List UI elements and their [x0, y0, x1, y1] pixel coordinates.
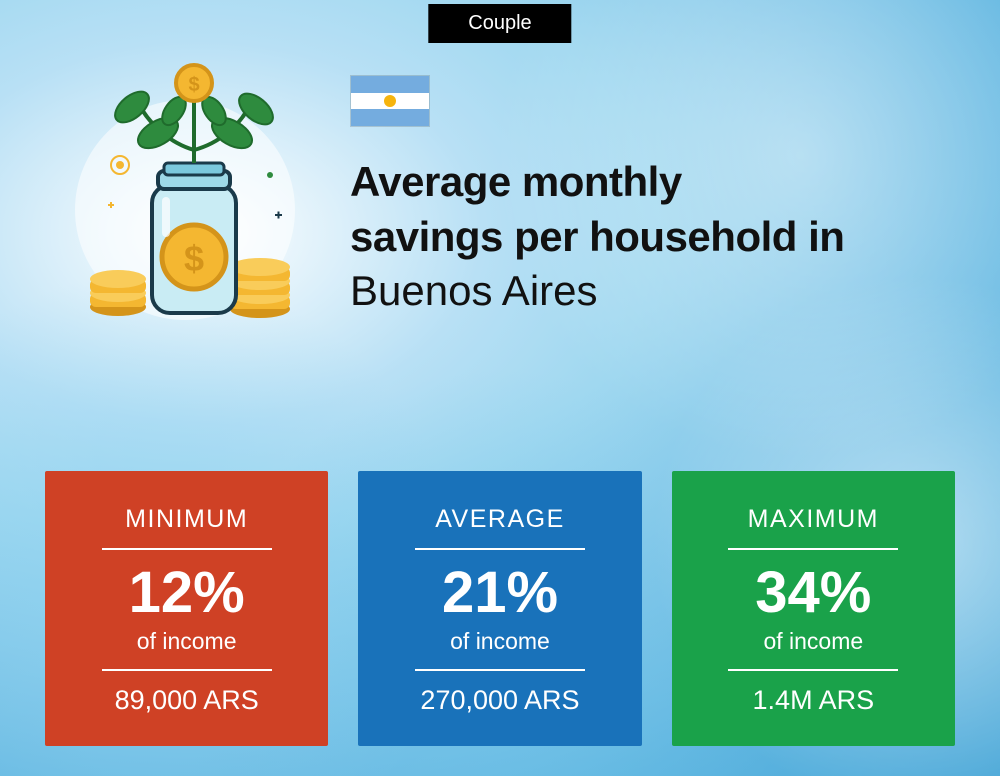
savings-illustration: $ $: [60, 55, 310, 325]
card-label: MAXIMUM: [702, 505, 925, 534]
card-label: AVERAGE: [388, 505, 611, 534]
divider: [102, 548, 272, 550]
divider: [415, 548, 585, 550]
card-percent: 21%: [388, 564, 611, 622]
card-amount: 1.4M ARS: [702, 685, 925, 716]
page-title: Average monthly savings per household in…: [350, 155, 960, 319]
coin-stack-left: [90, 270, 146, 316]
card-label: MINIMUM: [75, 505, 298, 534]
hero-section: $ $: [60, 55, 960, 325]
divider: [102, 669, 272, 671]
svg-text:$: $: [188, 74, 199, 96]
stat-cards-row: MINIMUM 12% of income 89,000 ARS AVERAGE…: [45, 471, 955, 746]
card-amount: 89,000 ARS: [75, 685, 298, 716]
card-minimum: MINIMUM 12% of income 89,000 ARS: [45, 471, 328, 746]
title-line2: savings per household in: [350, 213, 844, 260]
card-maximum: MAXIMUM 34% of income 1.4M ARS: [672, 471, 955, 746]
category-badge: Couple: [428, 4, 571, 43]
coin-stack-right: [230, 258, 290, 318]
savings-jar: $: [152, 163, 236, 313]
divider: [728, 669, 898, 671]
card-sub: of income: [702, 628, 925, 655]
divider: [728, 548, 898, 550]
card-sub: of income: [75, 628, 298, 655]
card-amount: 270,000 ARS: [388, 685, 611, 716]
svg-text:$: $: [184, 238, 204, 279]
divider: [415, 669, 585, 671]
card-sub: of income: [388, 628, 611, 655]
title-location: Buenos Aires: [350, 267, 598, 314]
card-percent: 12%: [75, 564, 298, 622]
card-average: AVERAGE 21% of income 270,000 ARS: [358, 471, 641, 746]
hero-text: Average monthly savings per household in…: [350, 55, 960, 319]
argentina-flag-icon: [350, 75, 430, 127]
card-percent: 34%: [702, 564, 925, 622]
title-line1: Average monthly: [350, 158, 682, 205]
